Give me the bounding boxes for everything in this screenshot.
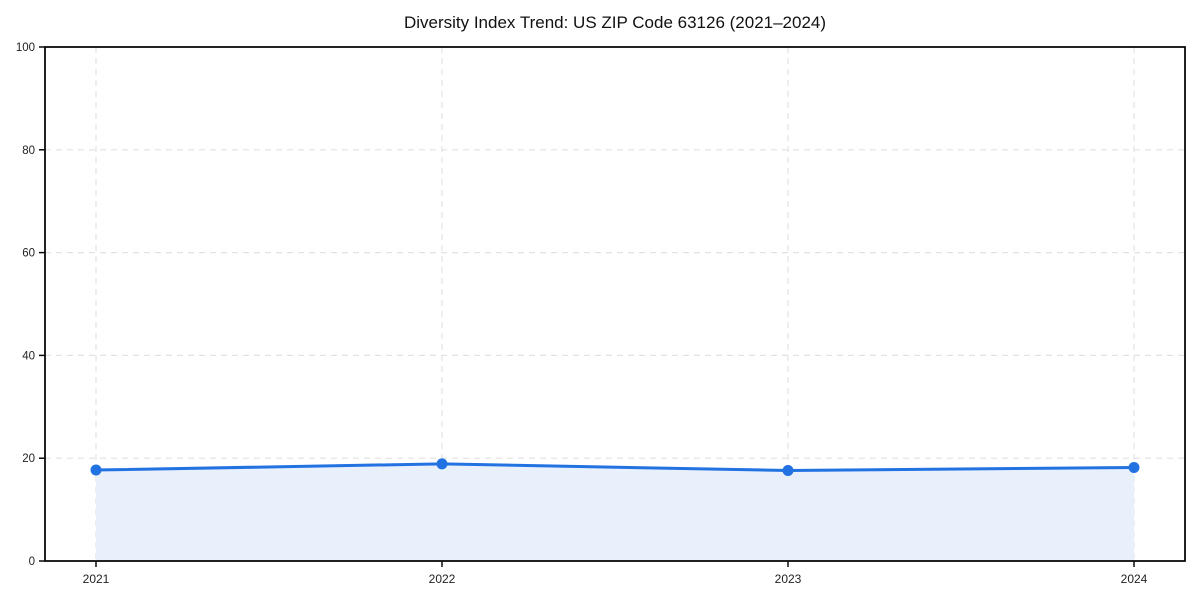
- x-tick-label: 2021: [83, 572, 110, 586]
- series-line: [94, 462, 1136, 473]
- chart-title: Diversity Index Trend: US ZIP Code 63126…: [403, 13, 827, 32]
- y-tick-label: 40: [22, 350, 35, 362]
- trend-line: [94, 462, 1136, 473]
- plot-box: [44, 46, 1186, 562]
- data-points: [90, 458, 1140, 477]
- data-point-2024: [1128, 461, 1140, 473]
- x-tick-label: 2023: [775, 572, 802, 586]
- x-tick-label: 2022: [429, 572, 456, 586]
- y-tick-label: 0: [29, 556, 35, 568]
- data-point-2021: [90, 464, 102, 476]
- y-tick-label: 20: [22, 453, 35, 465]
- y-tick-label: 80: [22, 145, 35, 157]
- axis-labels: 0 20 40 60 80 100 2021 2022 2023 2024: [16, 42, 1148, 586]
- y-tick-label: 60: [22, 248, 35, 260]
- area-fill: [96, 463, 1134, 561]
- data-point-2022: [436, 458, 448, 470]
- gridlines: [45, 47, 1185, 561]
- plot-border: [44, 46, 1186, 562]
- data-point-2023: [782, 465, 794, 477]
- axis-ticks: [39, 46, 1135, 567]
- area-under-line: [96, 463, 1134, 561]
- y-tick-label: 100: [16, 42, 35, 54]
- x-tick-label: 2024: [1121, 572, 1148, 586]
